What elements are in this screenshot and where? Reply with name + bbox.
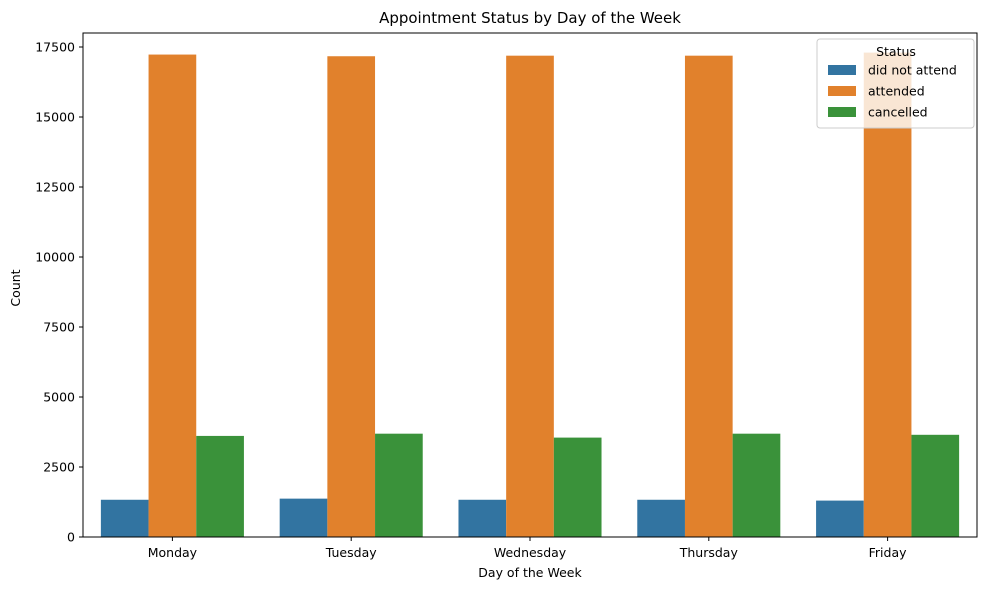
bars-layer	[100, 52, 960, 538]
legend-label: did not attend	[868, 63, 957, 78]
legend-swatch-attended	[828, 86, 856, 96]
bar-cancelled-thursday	[732, 433, 781, 537]
bar-attended-thursday	[684, 55, 733, 538]
y-tick-label: 10000	[35, 250, 75, 265]
y-tick-label: 0	[67, 530, 75, 545]
bar-attended-monday	[148, 54, 197, 538]
y-axis-label: Count	[8, 269, 23, 306]
axes-layer: 0 2500 5000 7500 10000 12500 15000 17500 Monday T…	[35, 32, 978, 560]
bar-attended-wednesday	[506, 55, 554, 538]
bar-cancelled-monday	[196, 435, 244, 537]
legend-swatch-cancelled	[828, 107, 856, 117]
bar-cancelled-wednesday	[553, 437, 602, 537]
bar-did-not-attend-monday	[100, 499, 149, 537]
y-tick-label: 15000	[35, 110, 75, 125]
legend-items: did not attend attended cancelled	[828, 63, 957, 120]
legend-frame	[816, 38, 975, 129]
bar-did-not-attend-thursday	[637, 499, 685, 537]
bar-attended-tuesday	[327, 56, 376, 538]
legend-swatch-did-not-attend	[828, 65, 856, 75]
bar-did-not-attend-wednesday	[458, 499, 507, 537]
y-tick-label: 7500	[43, 320, 75, 335]
y-tick-label: 2500	[43, 460, 75, 475]
bar-cancelled-friday	[911, 434, 960, 537]
x-axis-label: Day of the Week	[478, 565, 582, 580]
x-tick-label: Thursday	[679, 545, 739, 560]
chart-title: Appointment Status by Day of the Week	[379, 9, 681, 27]
y-tick-label: 17500	[35, 40, 75, 55]
bar-cancelled-tuesday	[375, 433, 423, 537]
y-tick-label: 5000	[43, 390, 75, 405]
x-tick-label: Tuesday	[325, 545, 377, 560]
x-tick-label: Monday	[148, 545, 198, 560]
x-tick-label: Wednesday	[494, 545, 567, 560]
legend-label: cancelled	[868, 105, 928, 120]
bar-did-not-attend-tuesday	[279, 498, 328, 537]
legend-label: attended	[868, 84, 925, 99]
bar-did-not-attend-friday	[816, 500, 864, 537]
legend: Status did not attend attended cancelled	[816, 38, 975, 129]
x-tick-label: Friday	[869, 545, 907, 560]
bar-attended-friday	[863, 52, 912, 537]
y-tick-label: 12500	[35, 180, 75, 195]
legend-title: Status	[876, 44, 916, 59]
